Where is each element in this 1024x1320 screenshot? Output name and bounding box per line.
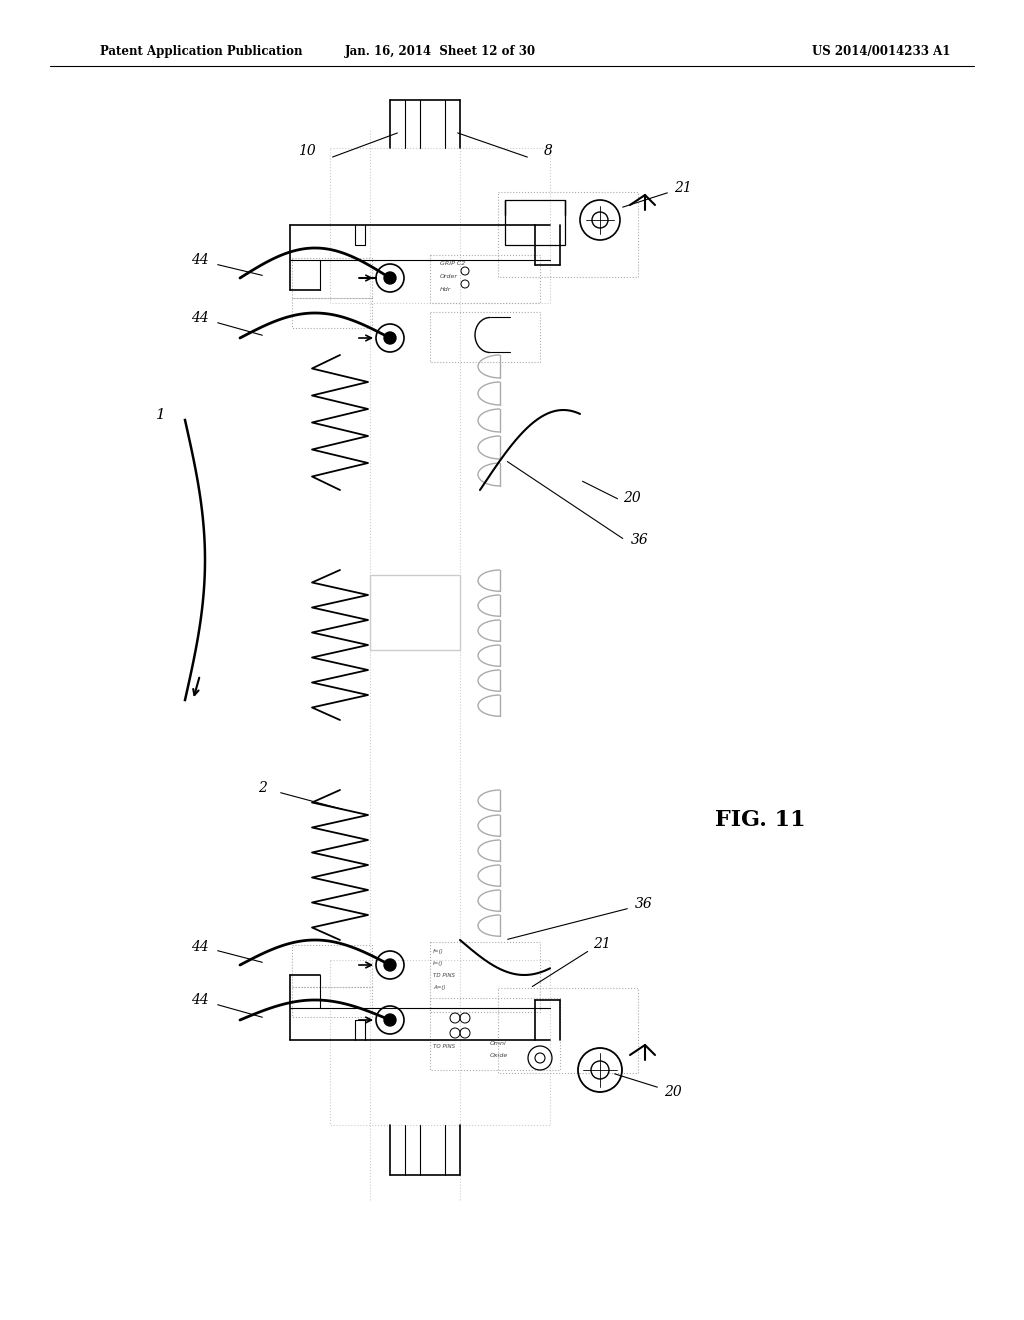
- Bar: [430, 998, 560, 1071]
- Text: TD PINS: TD PINS: [433, 973, 455, 978]
- Bar: [430, 255, 540, 304]
- Text: GRIP C2: GRIP C2: [440, 261, 465, 267]
- Circle shape: [384, 272, 396, 284]
- Circle shape: [384, 333, 396, 345]
- Circle shape: [591, 1061, 609, 1078]
- Text: 21: 21: [593, 937, 611, 950]
- Text: 20: 20: [624, 491, 641, 506]
- Text: Jan. 16, 2014  Sheet 12 of 30: Jan. 16, 2014 Sheet 12 of 30: [344, 45, 536, 58]
- Text: 8: 8: [544, 144, 552, 158]
- Text: 44: 44: [191, 312, 209, 325]
- Bar: [498, 191, 638, 277]
- Bar: [505, 201, 565, 246]
- Bar: [330, 960, 550, 1125]
- Text: 44: 44: [191, 940, 209, 954]
- Text: A=(): A=(): [433, 985, 445, 990]
- Circle shape: [535, 1053, 545, 1063]
- Bar: [292, 257, 372, 298]
- Text: 36: 36: [635, 898, 653, 911]
- Bar: [430, 942, 540, 1012]
- Bar: [292, 987, 372, 1016]
- Bar: [292, 298, 372, 327]
- Text: 2: 2: [259, 781, 267, 795]
- Bar: [430, 312, 540, 362]
- Bar: [498, 987, 638, 1073]
- Text: 1: 1: [156, 408, 166, 422]
- Text: Omni: Omni: [490, 1041, 507, 1045]
- Text: 44: 44: [191, 993, 209, 1007]
- Text: f=(): f=(): [433, 949, 443, 954]
- Text: 44: 44: [191, 253, 209, 267]
- Text: 20: 20: [665, 1085, 682, 1100]
- Text: 10: 10: [298, 144, 315, 158]
- Circle shape: [384, 960, 396, 972]
- Text: US 2014/0014233 A1: US 2014/0014233 A1: [812, 45, 950, 58]
- Text: Oxide: Oxide: [490, 1053, 508, 1059]
- Circle shape: [592, 213, 608, 228]
- Text: 36: 36: [631, 533, 649, 546]
- Bar: [370, 576, 460, 649]
- Text: 21: 21: [674, 181, 692, 195]
- Text: Patent Application Publication: Patent Application Publication: [100, 45, 302, 58]
- Text: FIG. 11: FIG. 11: [715, 809, 805, 832]
- Text: I=(): I=(): [433, 961, 443, 966]
- Circle shape: [384, 1014, 396, 1026]
- Text: TO PINS: TO PINS: [433, 1044, 455, 1049]
- Text: Hdr: Hdr: [440, 286, 452, 292]
- Text: Order: Order: [440, 275, 458, 279]
- Bar: [330, 148, 550, 304]
- Bar: [292, 945, 372, 987]
